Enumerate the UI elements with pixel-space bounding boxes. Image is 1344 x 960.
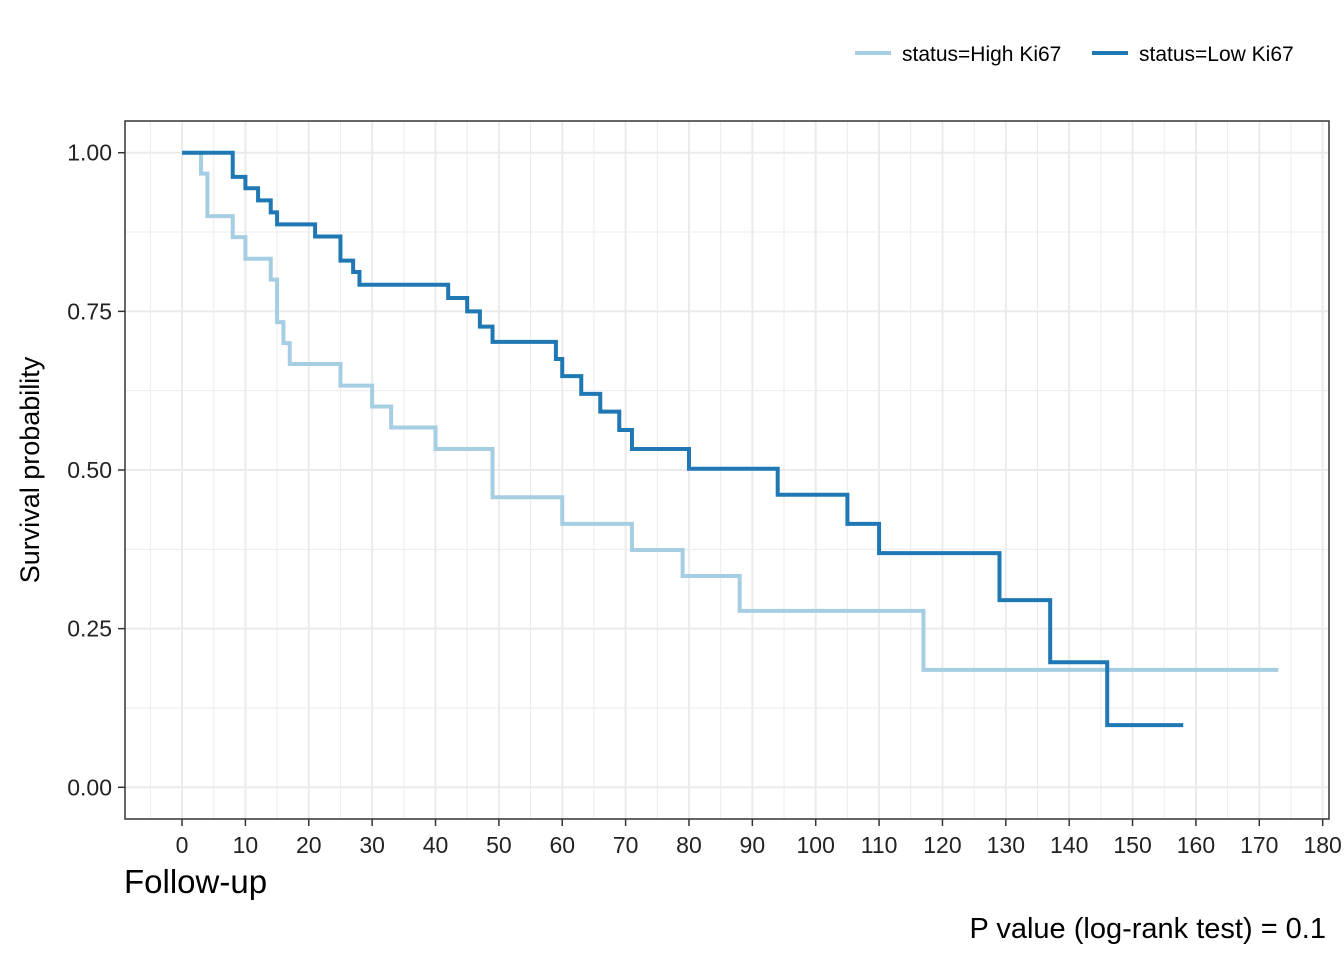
y-axis: 0.00 0.25 0.50 0.75 1.00 xyxy=(67,140,125,800)
x-tick-label: 140 xyxy=(1050,832,1088,858)
x-tick-label: 20 xyxy=(296,832,322,858)
x-tick-label: 180 xyxy=(1303,832,1341,858)
legend-label-high-ki67: status=High Ki67 xyxy=(902,43,1061,66)
series-line-high-ki67 xyxy=(182,150,1279,672)
x-tick-label: 160 xyxy=(1177,832,1215,858)
x-tick-label: 90 xyxy=(740,832,766,858)
series-line-low-ki67 xyxy=(182,150,1184,728)
x-tick-label: 50 xyxy=(486,832,512,858)
y-tick-label: 0.50 xyxy=(67,457,112,483)
x-axis-title: Follow-up xyxy=(124,863,267,900)
y-tick-label: 0.00 xyxy=(67,774,112,800)
x-tick-label: 80 xyxy=(676,832,702,858)
x-tick-label: 120 xyxy=(923,832,961,858)
x-tick-label: 110 xyxy=(861,832,898,858)
x-tick-label: 70 xyxy=(613,832,639,858)
legend-label-low-ki67: status=Low Ki67 xyxy=(1139,43,1294,66)
y-tick-label: 0.75 xyxy=(67,298,112,324)
series-group xyxy=(182,150,1279,728)
x-tick-label: 60 xyxy=(549,832,575,858)
x-tick-label: 100 xyxy=(797,832,835,858)
x-tick-label: 170 xyxy=(1240,832,1278,858)
x-axis: 0 10 20 30 40 50 60 70 80 90 100 110 120 130 140 150 160… xyxy=(176,819,1342,858)
y-axis-title: Survival probability xyxy=(15,356,45,583)
legend: status=High Ki67 status=Low Ki67 xyxy=(855,43,1294,66)
x-tick-label: 40 xyxy=(423,832,449,858)
y-tick-label: 0.25 xyxy=(67,616,112,642)
p-value-annotation: P value (log-rank test) = 0.1 xyxy=(969,913,1326,945)
x-tick-label: 130 xyxy=(987,832,1025,858)
y-tick-label: 1.00 xyxy=(67,140,112,166)
x-tick-label: 0 xyxy=(176,832,189,858)
x-tick-label: 30 xyxy=(359,832,385,858)
x-tick-label: 10 xyxy=(233,832,259,858)
x-tick-label: 150 xyxy=(1113,832,1151,858)
